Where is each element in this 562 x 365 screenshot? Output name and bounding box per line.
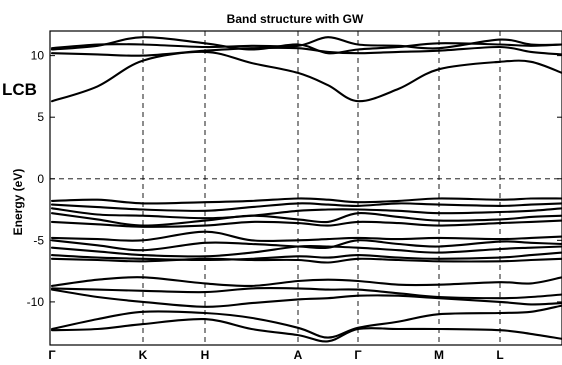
band-line <box>50 202 562 212</box>
band-line <box>50 257 562 264</box>
band-line <box>50 317 562 343</box>
plot-frame <box>49 30 562 346</box>
kpoint-label: A <box>294 348 303 362</box>
band-line <box>50 304 562 339</box>
kpoint-label: Γ <box>48 348 56 362</box>
band-line <box>50 212 562 227</box>
y-tick-label: -10 <box>27 295 45 309</box>
band-line <box>50 230 562 243</box>
y-axis-label: Energy (eV) <box>11 169 25 236</box>
band-line <box>50 288 562 308</box>
band-line <box>50 50 562 103</box>
y-tick-label: 10 <box>31 49 45 63</box>
tick-layer: 10 5 0 -5 -10 Γ K H A Γ M L <box>27 49 562 362</box>
y-tick-label: 0 <box>37 172 44 186</box>
kpoint-label: L <box>496 348 503 362</box>
chart-title: Band structure with GW <box>227 12 364 26</box>
kpoint-label: H <box>201 348 210 362</box>
lcb-annotation: LCB <box>2 80 37 99</box>
band-line <box>50 251 562 262</box>
band-line <box>50 207 562 220</box>
band-layer <box>50 36 562 343</box>
band-line <box>50 239 562 252</box>
band-line <box>50 244 562 258</box>
band-line <box>50 276 562 288</box>
y-tick-label: 5 <box>37 110 44 124</box>
band-line <box>50 36 562 50</box>
kpoint-label: K <box>139 348 148 362</box>
band-line <box>50 286 562 300</box>
kpoint-label: M <box>434 348 444 362</box>
band-line <box>50 36 562 55</box>
y-tick-label: -5 <box>33 233 44 247</box>
kpoint-label: Γ <box>354 348 362 362</box>
band-line <box>50 197 562 205</box>
band-line <box>50 45 562 57</box>
band-line <box>50 219 562 228</box>
